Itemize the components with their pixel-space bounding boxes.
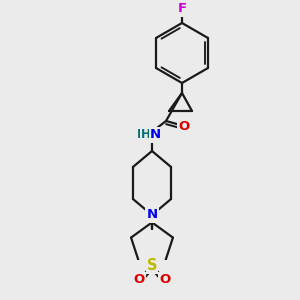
Text: F: F (177, 2, 187, 16)
Text: S: S (147, 258, 157, 273)
Text: O: O (159, 273, 170, 286)
Text: O: O (178, 119, 190, 133)
Text: H: H (141, 128, 151, 142)
Text: H: H (137, 128, 147, 142)
Text: O: O (134, 273, 145, 286)
Text: N: N (149, 128, 161, 142)
Text: N: N (148, 128, 160, 142)
Text: N: N (146, 208, 158, 221)
